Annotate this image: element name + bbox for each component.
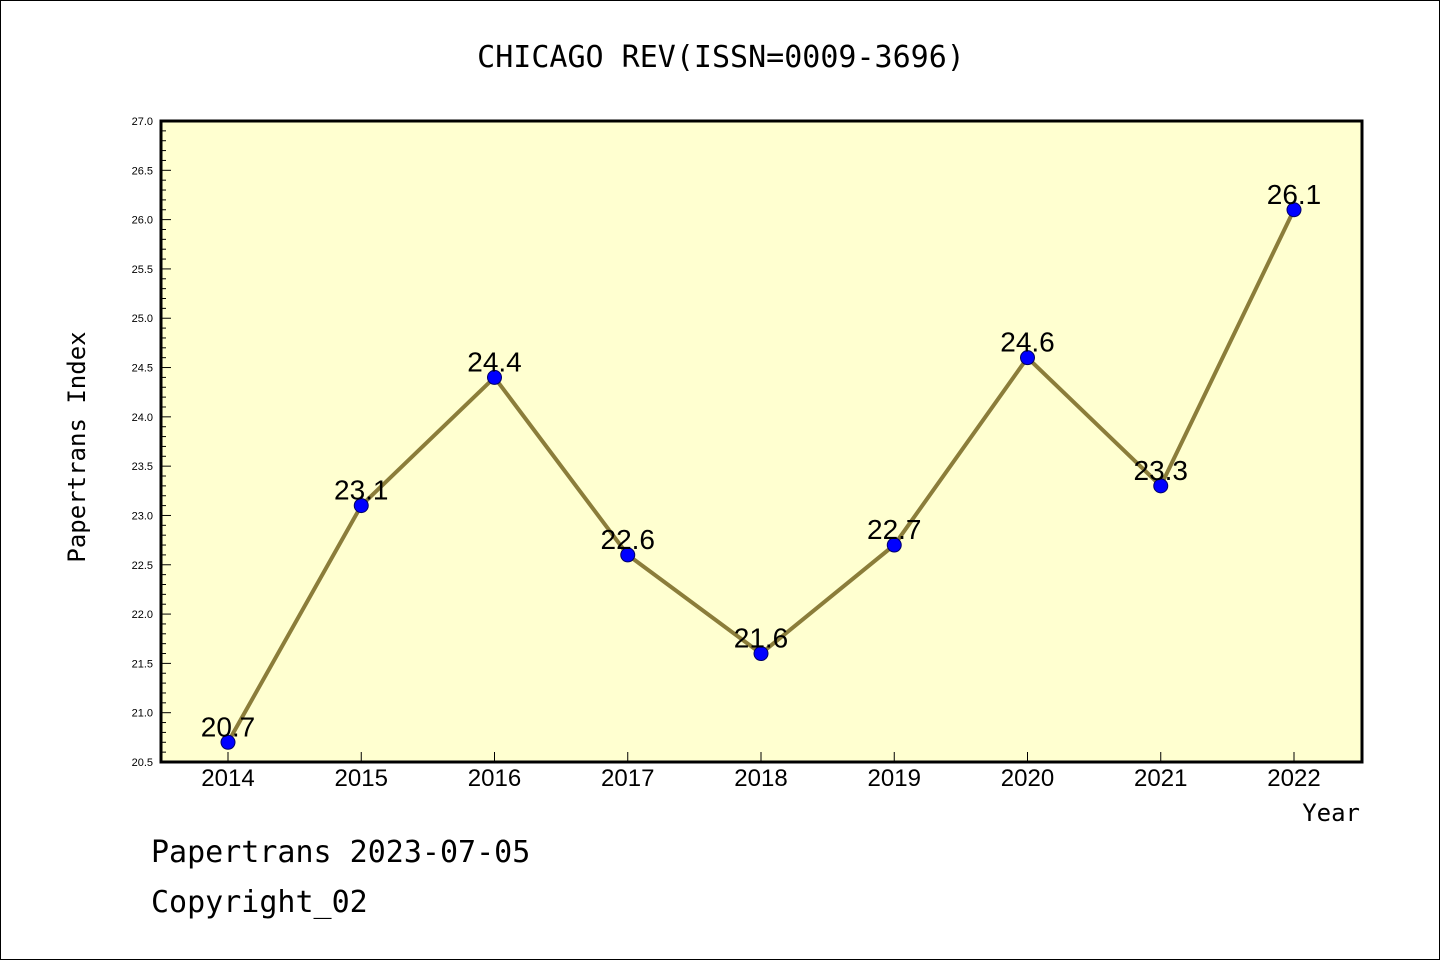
data-point (487, 369, 502, 385)
chart-title: CHICAGO REV(ISSN=0009-3696) (477, 40, 965, 75)
y-tick-label: 20.5 (132, 757, 153, 769)
data-point (1286, 202, 1302, 218)
y-tick-label: 24.0 (132, 412, 153, 424)
data-label: 21.6 (734, 623, 789, 654)
data-point (1020, 350, 1035, 366)
data-label: 23.3 (1134, 455, 1189, 486)
y-axis-label: Papertrans Index (63, 331, 91, 562)
data-point (1153, 478, 1169, 494)
data-label: 24.6 (1000, 327, 1055, 358)
y-tick-label: 22.5 (132, 560, 153, 572)
data-label: 20.7 (201, 711, 256, 742)
y-tick-label: 25.5 (132, 264, 153, 276)
data-label: 24.4 (467, 346, 522, 377)
y-tick-label: 25.0 (132, 313, 153, 325)
data-label: 22.7 (867, 514, 922, 545)
y-axis: 20.5 21.0 21.5 22.0 22.5 23.0 23.5 24.0 24.5 25.0… (132, 116, 171, 769)
data-points (220, 202, 1302, 750)
y-tick-label: 21.5 (132, 658, 153, 670)
y-tick-label: 27.0 (132, 116, 153, 128)
y-tick-label: 21.0 (132, 708, 153, 720)
data-label: 22.6 (601, 524, 656, 555)
x-tick-label: 2014 (201, 765, 254, 792)
data-labels: 20.7 23.1 24.4 22.6 21.6 22.7 24.6 23.3 26.1 (201, 179, 1322, 743)
y-tick-label: 22.0 (132, 609, 153, 621)
data-point (886, 537, 902, 553)
data-point (353, 498, 369, 514)
y-tick-label: 26.0 (132, 215, 153, 227)
x-tick-label: 2018 (734, 765, 787, 792)
data-point (753, 646, 769, 662)
data-point (220, 734, 236, 750)
y-tick-label: 23.5 (132, 461, 153, 473)
x-axis: 2014 2015 2016 2017 2018 2019 2020 2021 2022 (201, 752, 1321, 792)
y-tick-label: 24.5 (132, 363, 153, 375)
x-tick-label: 2017 (601, 765, 654, 792)
x-tick-label: 2021 (1134, 765, 1187, 792)
data-point (620, 547, 636, 563)
data-label: 23.1 (334, 475, 389, 506)
x-tick-label: 2016 (468, 765, 521, 792)
x-tick-label: 2019 (868, 765, 921, 792)
x-tick-label: 2022 (1267, 765, 1320, 792)
x-axis-label: Year (1302, 799, 1360, 827)
y-tick-label: 23.0 (132, 510, 153, 522)
y-tick-label: 26.5 (132, 165, 153, 177)
footer-copyright: Copyright_02 (151, 885, 368, 920)
x-tick-label: 2020 (1001, 765, 1054, 792)
x-tick-label: 2015 (335, 765, 388, 792)
footer-date: Papertrans 2023-07-05 (151, 835, 531, 870)
data-label: 26.1 (1267, 179, 1322, 210)
